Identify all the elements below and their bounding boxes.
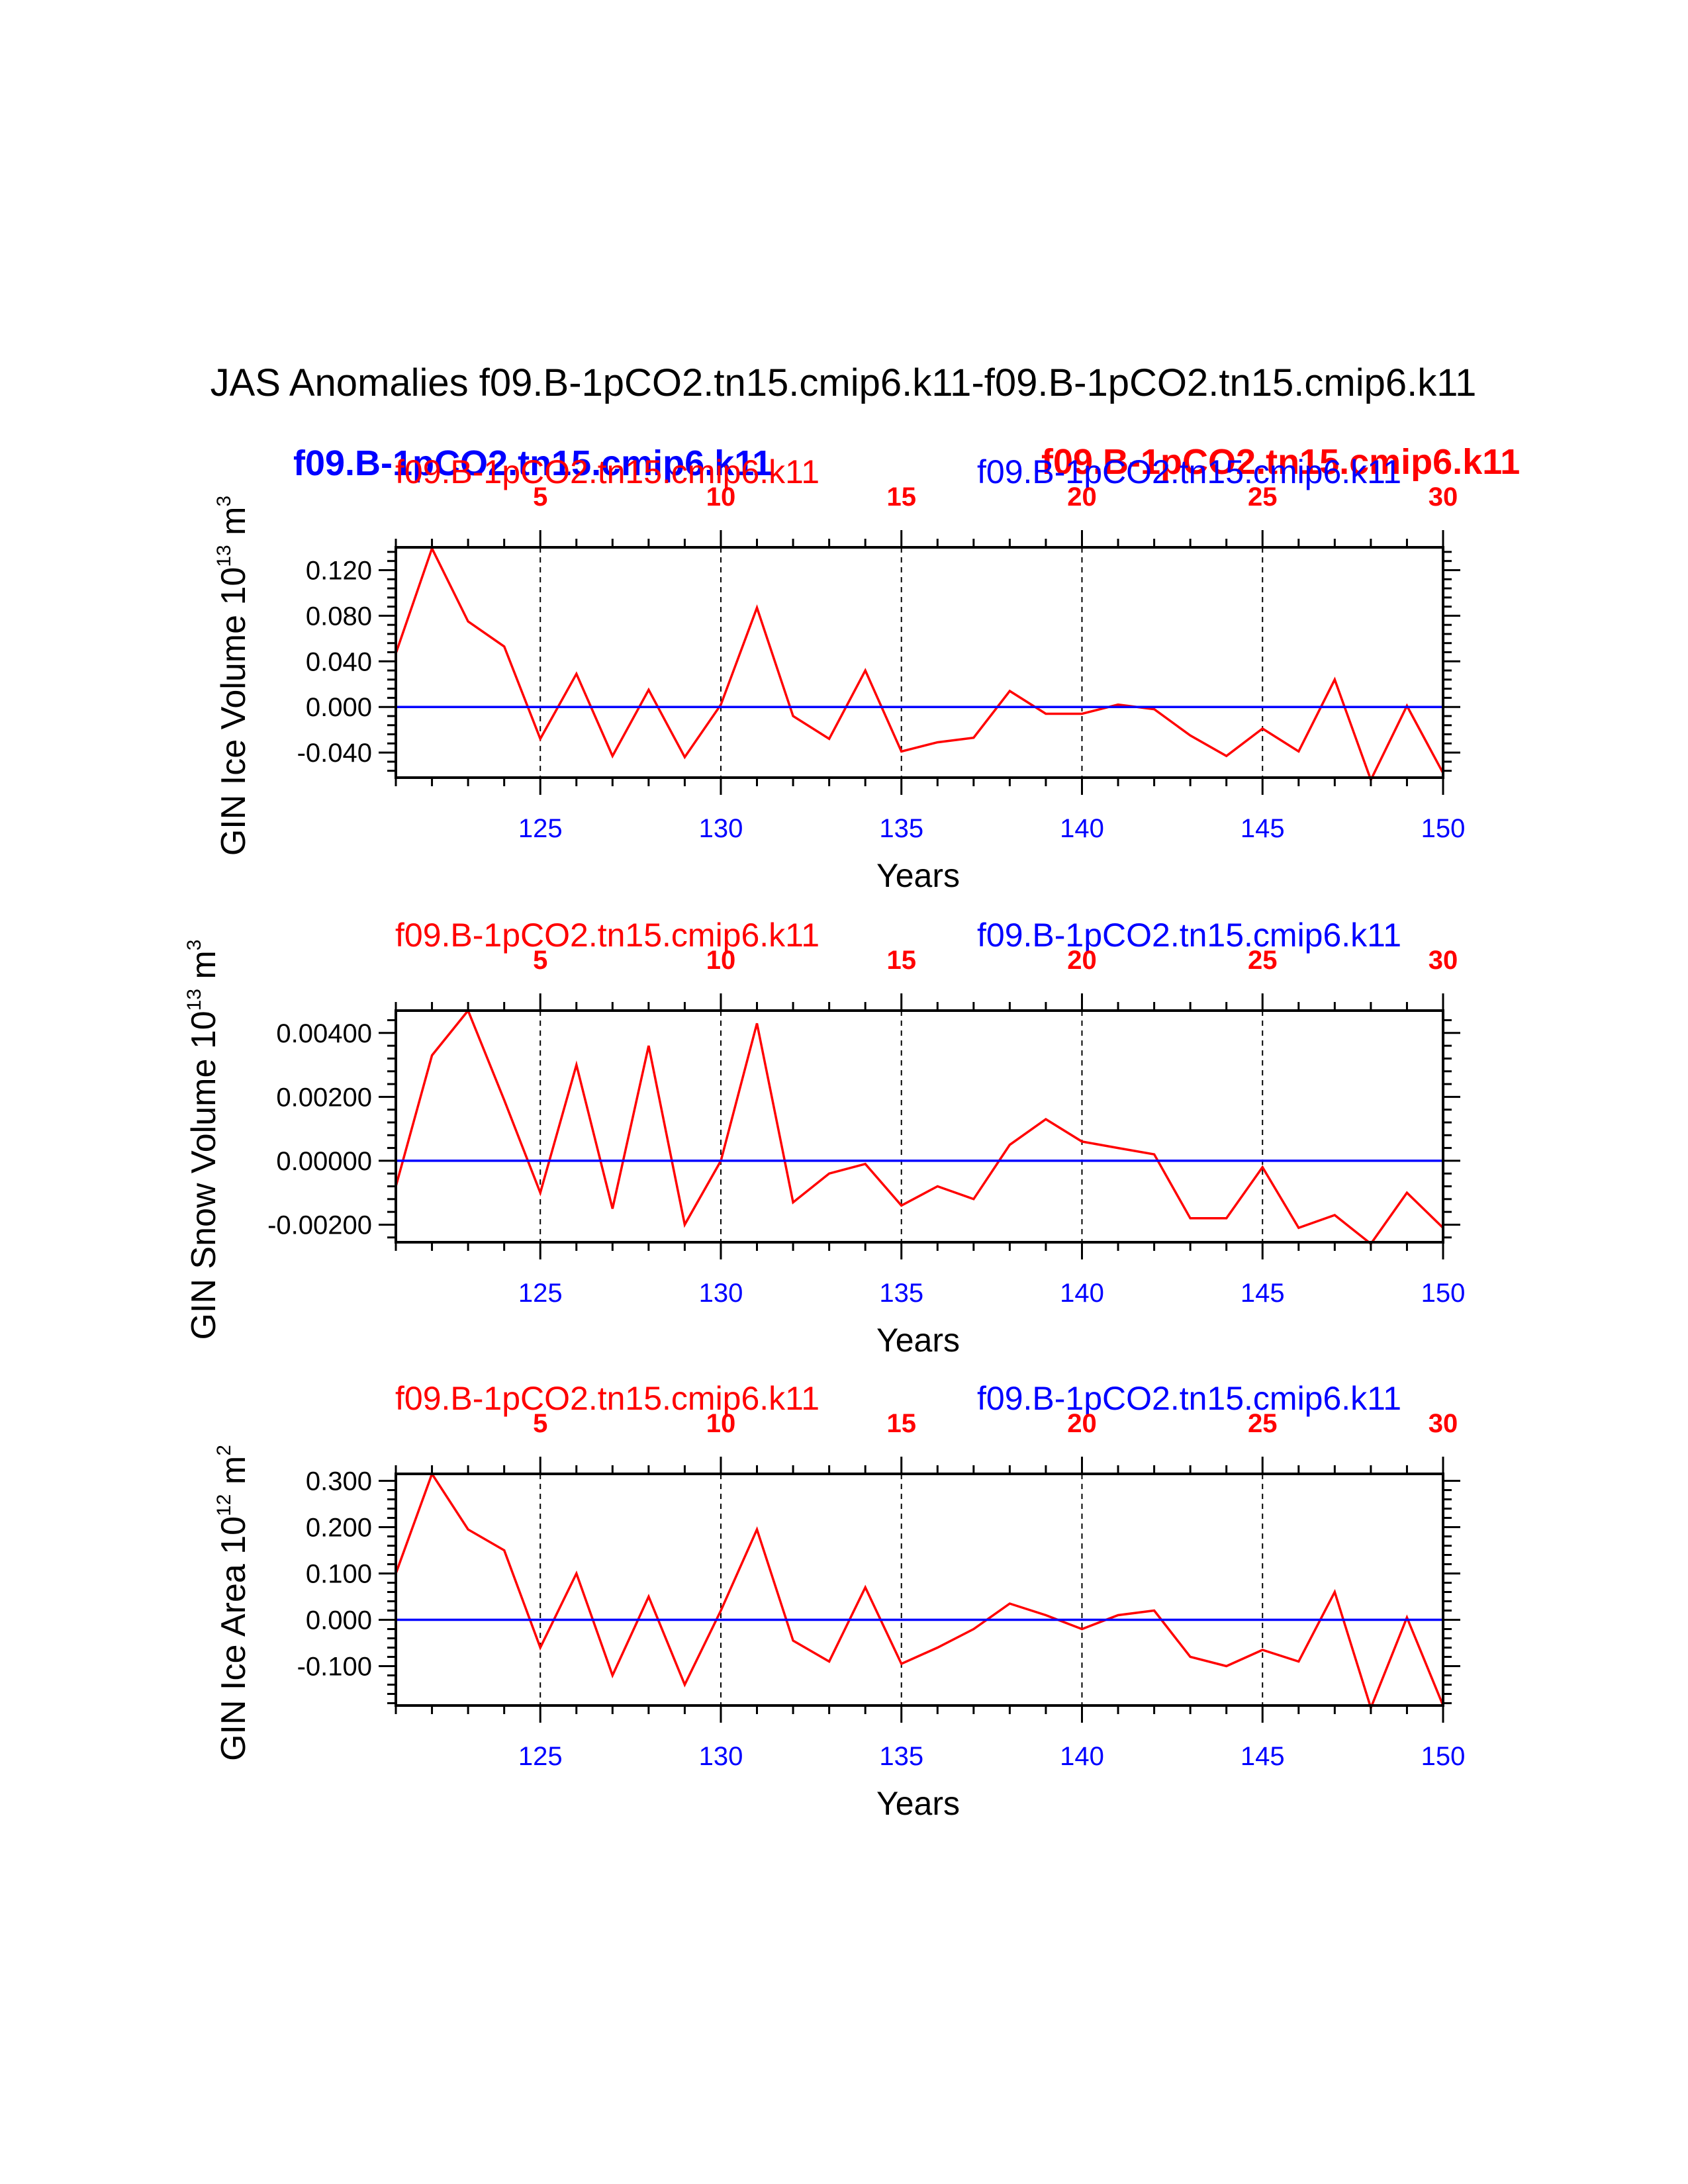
case1-title: f09.B-1pCO2.tn15.cmip6.k11 <box>395 453 820 490</box>
y-axis-label: GIN Ice Area 1012 m2 <box>213 1445 253 1761</box>
x-top-ticklabel: 15 <box>886 946 916 975</box>
x-bottom-ticklabel: 135 <box>879 1742 923 1771</box>
x-bottom-ticklabel: 125 <box>518 814 563 843</box>
panel-ice-volume: f09.B-1pCO2.tn15.cmip6.k11 f09.B-1pCO2.tn… <box>213 453 1465 894</box>
case2-title: f09.B-1pCO2.tn15.cmip6.k11 <box>977 453 1401 490</box>
y-axis-label: GIN Snow Volume 1013 m3 <box>183 940 223 1340</box>
legend-bold-left: f09.B-1pCO2.tn15.cmip6.k11 <box>293 443 772 483</box>
y-axis-label-part: m <box>214 507 253 545</box>
panel-snow-volume: f09.B-1pCO2.tn15.cmip6.k11 f09.B-1pCO2.tn… <box>183 917 1465 1359</box>
plot-frame <box>395 1473 1444 1707</box>
x-bottom-ticklabel: 140 <box>1060 1742 1104 1771</box>
x-top-ticklabel: 20 <box>1067 482 1097 512</box>
x-top-ticklabel: 20 <box>1067 1409 1097 1438</box>
case1-title: f09.B-1pCO2.tn15.cmip6.k11 <box>395 1380 820 1417</box>
x-bottom-ticklabel: 135 <box>879 814 923 843</box>
x-top-ticklabel: 20 <box>1067 946 1097 975</box>
y-axis-label: GIN Ice Volume 1013 m3 <box>213 496 253 856</box>
y-ticklabel: 0.080 <box>306 602 372 631</box>
case1-title: f09.B-1pCO2.tn15.cmip6.k11 <box>395 917 820 954</box>
y-axis-label-part: 13 <box>213 545 235 567</box>
x-bottom-ticklabel: 125 <box>518 1279 563 1308</box>
y-ticklabel: 0.00200 <box>276 1083 372 1112</box>
figure-title: JAS Anomalies f09.B-1pCO2.tn15.cmip6.k11… <box>211 361 1477 404</box>
x-top-ticklabel: 25 <box>1248 946 1278 975</box>
x-bottom-ticklabel: 130 <box>699 814 743 843</box>
x-top-ticklabel: 10 <box>706 946 736 975</box>
x-top-ticklabel: 30 <box>1429 946 1458 975</box>
x-top-ticklabel: 25 <box>1248 1409 1278 1438</box>
x-bottom-ticklabel: 150 <box>1421 814 1466 843</box>
x-axis-label: Years <box>876 1785 960 1822</box>
x-bottom-ticklabel: 140 <box>1060 814 1104 843</box>
y-ticklabel: 0.120 <box>306 556 372 585</box>
y-ticklabel: 0.300 <box>306 1467 372 1496</box>
y-ticklabel: 0.00000 <box>276 1147 372 1176</box>
x-top-ticklabel: 10 <box>706 482 736 512</box>
y-axis-label-part: m <box>214 1456 253 1494</box>
y-axis-label-part: 3 <box>213 496 235 507</box>
legend-bold-right: f09.B-1pCO2.tn15.cmip6.k11 <box>1041 442 1520 482</box>
x-axis-label: Years <box>876 857 960 894</box>
y-ticklabel: 0.00400 <box>276 1019 372 1048</box>
plot-frame <box>395 546 1444 779</box>
y-ticklabel: -0.040 <box>297 739 372 768</box>
y-axis-label-part: 3 <box>183 940 205 951</box>
y-ticklabel: 0.100 <box>306 1560 372 1589</box>
x-bottom-ticklabel: 150 <box>1421 1742 1466 1771</box>
y-ticklabel: 0.200 <box>306 1514 372 1543</box>
x-bottom-ticklabel: 145 <box>1241 1742 1285 1771</box>
case1-series-line <box>395 1471 1444 1711</box>
x-axis-label: Years <box>876 1322 960 1359</box>
x-bottom-ticklabel: 130 <box>699 1742 743 1771</box>
x-bottom-ticklabel: 125 <box>518 1742 563 1771</box>
x-bottom-ticklabel: 140 <box>1060 1279 1104 1308</box>
y-axis-label-part: 12 <box>213 1494 235 1516</box>
x-top-ticklabel: 15 <box>886 1409 916 1438</box>
x-top-ticklabel: 25 <box>1248 482 1278 512</box>
y-ticklabel: 0.000 <box>306 1606 372 1635</box>
y-axis-label-part: GIN Snow Volume 10 <box>185 1011 223 1340</box>
x-bottom-ticklabel: 135 <box>879 1279 923 1308</box>
x-bottom-ticklabel: 145 <box>1241 1279 1285 1308</box>
x-top-ticklabel: 30 <box>1429 482 1458 512</box>
y-axis-label-part: m <box>185 950 223 989</box>
x-top-ticklabel: 10 <box>706 1409 736 1438</box>
case2-title: f09.B-1pCO2.tn15.cmip6.k11 <box>977 917 1401 954</box>
y-ticklabel: -0.100 <box>297 1653 372 1682</box>
y-axis-label-part: GIN Ice Area 10 <box>214 1516 253 1761</box>
x-top-ticklabel: 30 <box>1429 1409 1458 1438</box>
y-ticklabel: 0.000 <box>306 693 372 722</box>
y-axis-label-part: 2 <box>213 1445 235 1456</box>
x-bottom-ticklabel: 145 <box>1241 814 1285 843</box>
x-top-ticklabel: 5 <box>533 1409 547 1438</box>
case1-series-line <box>395 1008 1444 1246</box>
y-axis-label-part: 13 <box>183 989 205 1011</box>
case2-title: f09.B-1pCO2.tn15.cmip6.k11 <box>977 1380 1401 1417</box>
y-ticklabel: 0.040 <box>306 647 372 676</box>
x-top-ticklabel: 5 <box>533 482 547 512</box>
panel-ice-area: f09.B-1pCO2.tn15.cmip6.k11 f09.B-1pCO2.tn… <box>213 1380 1465 1822</box>
case1-series-line <box>395 545 1444 783</box>
x-bottom-ticklabel: 130 <box>699 1279 743 1308</box>
y-ticklabel: -0.00200 <box>267 1210 372 1240</box>
plot-frame <box>395 1009 1444 1244</box>
x-bottom-ticklabel: 150 <box>1421 1279 1466 1308</box>
y-axis-label-part: GIN Ice Volume 10 <box>214 567 253 856</box>
x-top-ticklabel: 5 <box>533 946 547 975</box>
x-top-ticklabel: 15 <box>886 482 916 512</box>
